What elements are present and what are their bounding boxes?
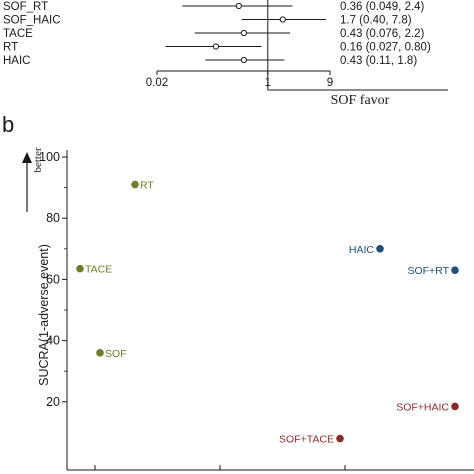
forest-plot: SOF_RT 0.36 (0.049, 2.4) SOF_HAIC 1.7 (0.40… <box>3 0 448 91</box>
forest-row-label: SOF_HAIC <box>3 15 61 27</box>
forest-row-estimate-text: 1.7 (0.40, 7.8) <box>340 15 412 27</box>
better-arrow-head <box>22 152 32 163</box>
forest-estimate-marker <box>235 2 242 10</box>
sucra-point-label: SOF <box>105 348 127 360</box>
sucra-point <box>376 245 384 253</box>
forest-estimate-marker <box>240 29 247 37</box>
forest-x-tick-label: 0.02 <box>146 77 168 89</box>
forest-row-label: RT <box>3 42 18 54</box>
forest-row-estimate-text: 0.16 (0.027, 0.80) <box>340 42 431 54</box>
better-label: better <box>32 147 44 172</box>
forest-row-label: HAIC <box>3 55 30 67</box>
sucra-point <box>336 434 344 443</box>
y-axis-title: SUCRA(1-adverse event) <box>37 244 51 386</box>
sucra-point <box>76 264 84 273</box>
forest-estimate-marker <box>279 16 286 23</box>
y-axis-tick-label: 80 <box>46 211 60 225</box>
forest-row-estimate-text: 0.43 (0.11, 1.8) <box>340 55 417 67</box>
sof-favor-label: SOF favor <box>331 93 390 108</box>
better-indicator: better <box>22 147 44 212</box>
forest-x-tick-label: 9 <box>327 77 333 89</box>
forest-x-tick-label: 1 <box>265 77 271 89</box>
y-axis-tick-label: 100 <box>39 150 60 164</box>
y-axis-tick-label: 60 <box>46 272 60 286</box>
sucra-point-label: SOF+RT <box>407 265 449 277</box>
forest-row-label: SOF_RT <box>3 1 48 13</box>
sucra-point-label: TACE <box>85 264 112 276</box>
forest-row-label: TACE <box>3 28 33 40</box>
sucra-scatter: 20 40 60 80 100 SUCRA(1-adverse event) RT TACE S… <box>37 150 474 471</box>
sucra-point-label: HAIC <box>349 244 375 256</box>
panel-b-label: b <box>2 112 14 137</box>
sucra-point-label: RT <box>140 180 154 192</box>
sucra-point-label: SOF+HAIC <box>396 401 449 413</box>
forest-row-estimate-text: 0.43 (0.076, 2.2) <box>340 28 425 40</box>
forest-estimate-marker <box>240 56 247 64</box>
forest-estimate-marker <box>212 43 219 50</box>
sucra-point <box>96 349 104 357</box>
forest-row-estimate-text: 0.36 (0.049, 2.4) <box>340 1 425 13</box>
sucra-point <box>451 402 459 411</box>
y-axis-tick-label: 20 <box>46 395 60 409</box>
sucra-point <box>131 180 139 189</box>
sucra-point-label: SOF+TACE <box>279 434 334 446</box>
sucra-point <box>451 266 459 275</box>
y-axis-tick-label: 40 <box>46 334 60 348</box>
